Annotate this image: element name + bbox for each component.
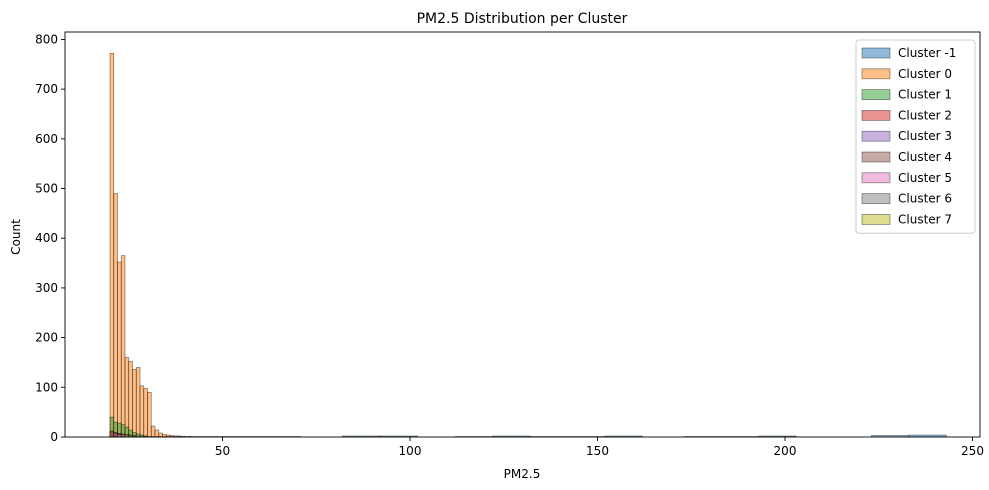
y-tick-label-600: 600 [35,132,58,146]
legend-label-8: Cluster 7 [898,212,952,226]
plot-frame [64,31,981,438]
chart-title: PM2.5 Distribution per Cluster [417,11,628,27]
x-tick-label-150: 150 [586,444,609,458]
legend-label-7: Cluster 6 [898,192,952,206]
legend-label-0: Cluster -1 [898,46,956,60]
x-tick-label-100: 100 [399,444,422,458]
y-tick-label-0: 0 [50,430,58,444]
x-axis-label: PM2.5 [504,467,541,481]
legend-label-3: Cluster 2 [898,108,952,122]
y-tick-label-100: 100 [35,380,58,394]
legend-label-1: Cluster 0 [898,67,952,81]
bar-series5-bin1 [113,432,118,438]
legend-swatch-0 [861,47,891,59]
axes-layer: 50 100 150 200 250 0 100 200 300 400 500 600 700 800 [35,31,984,458]
legend-swatch-1 [861,68,891,80]
legend: Cluster -1 Cluster 0 Cluster 1 Cluster 2 Clu… [855,39,976,234]
bar-series1-bin1 [113,193,118,438]
bar-series1-bin8 [139,385,145,438]
legend-label-2: Cluster 1 [898,88,952,102]
legend-label-5: Cluster 4 [898,150,952,164]
legend-swatch-2 [861,89,891,100]
legend-frame [855,39,976,234]
bar-series1-bin2 [117,261,122,438]
legend-swatch-6 [861,172,891,184]
legend-label-4: Cluster 3 [898,129,952,143]
bar-series1-bin7 [135,367,141,438]
legend-swatch-5 [861,151,891,163]
bar-series1-bin10 [147,391,152,438]
x-tick-label-250: 250 [961,444,984,458]
y-tick-label-200: 200 [35,331,58,345]
bar-series1-bin0 [109,53,115,438]
x-tick-label-50: 50 [215,444,230,458]
bar-series1-bin12 [154,429,160,438]
y-axis-label: Count [9,219,23,255]
bar-series5-bin0 [109,431,115,438]
bar-series1-bin4 [124,357,130,438]
legend-swatch-3 [861,110,891,121]
y-tick-label-500: 500 [35,182,58,196]
x-tick-label-200: 200 [774,444,797,458]
bar-series1-bin11 [150,425,156,438]
bar-series1-bin13 [158,432,163,438]
bar-series1-bin9 [143,387,148,438]
y-tick-label-300: 300 [35,281,58,295]
y-tick-label-800: 800 [35,32,58,46]
legend-swatch-7 [861,193,891,204]
legend-swatch-8 [861,214,891,225]
bar-series1-bin3 [120,255,126,438]
legend-label-6: Cluster 5 [898,171,952,185]
y-tick-label-700: 700 [35,82,58,96]
legend-swatch-4 [861,130,891,142]
bar-series1-bin6 [132,369,137,438]
bar-series1-bin5 [128,361,133,438]
y-tick-label-400: 400 [35,231,58,245]
